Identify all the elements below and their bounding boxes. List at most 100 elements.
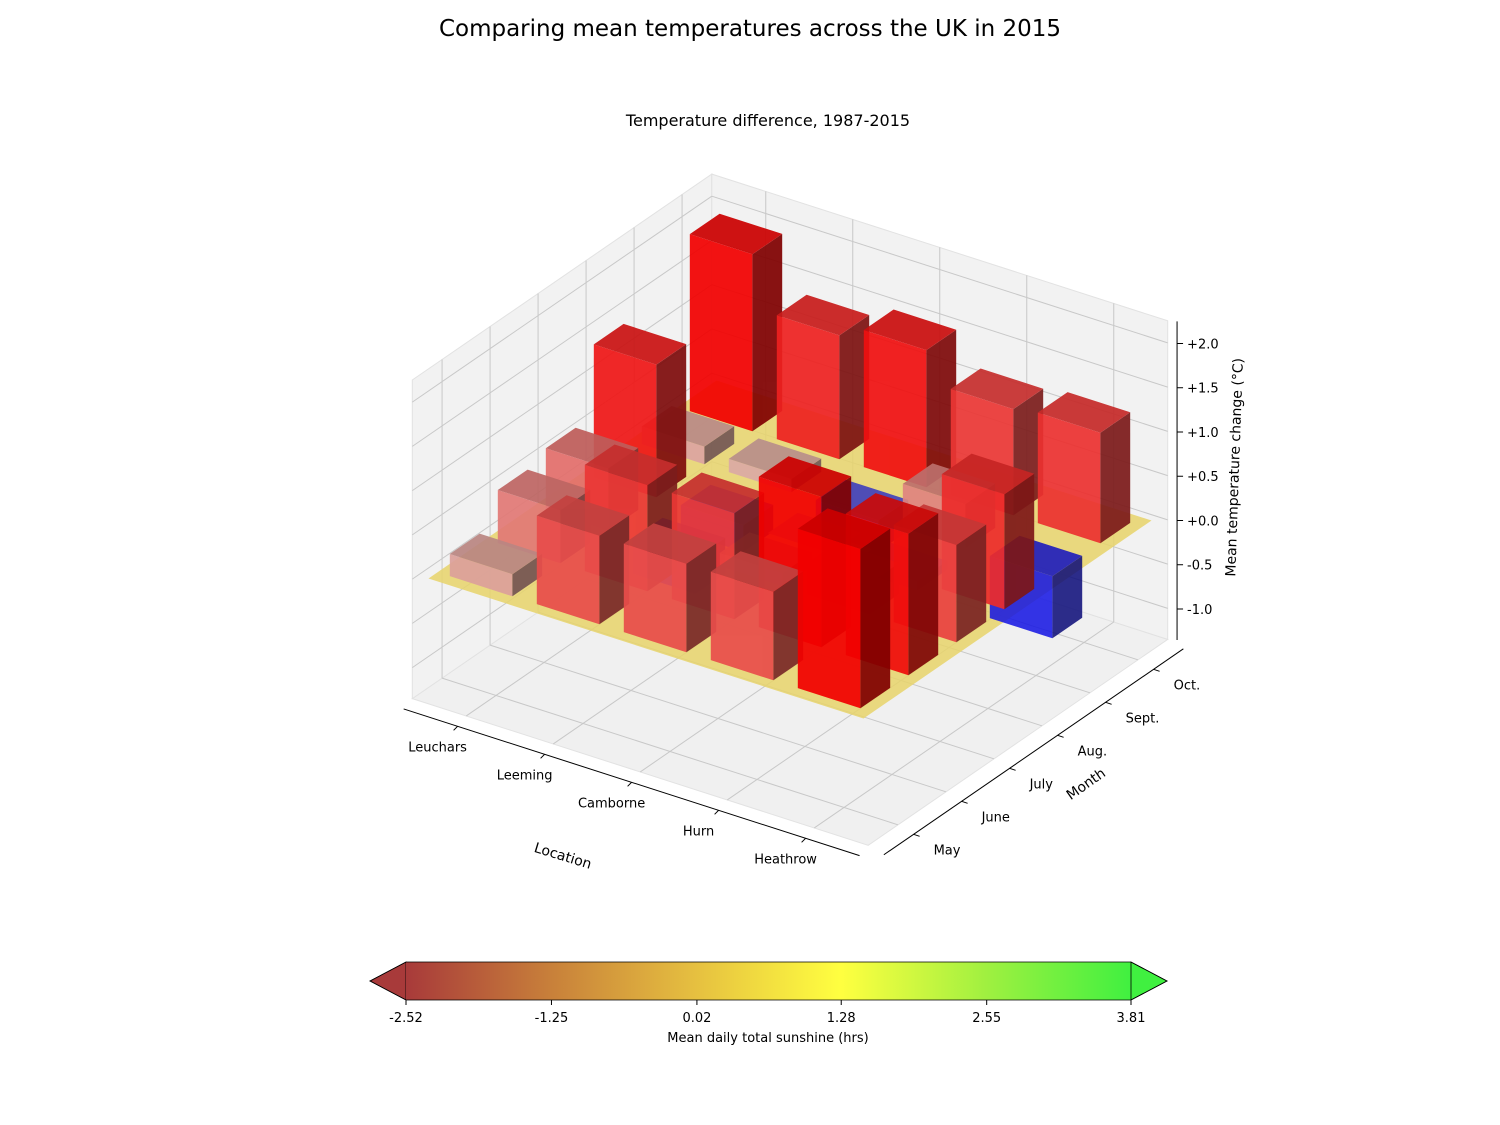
- y-tick-label: May: [934, 843, 961, 858]
- y-tick-label: Sept.: [1126, 711, 1160, 726]
- bar-top-face: [449, 533, 543, 575]
- bar-top-face: [536, 495, 630, 536]
- bar-side-face: [1052, 555, 1083, 639]
- colorbar-tick-label: 1.28: [827, 1011, 856, 1026]
- gridline-z-leftwall: [412, 284, 713, 492]
- x-tick: [801, 837, 806, 843]
- gridline-z-backwall: [711, 239, 1168, 388]
- y-tick-label: July: [1029, 777, 1054, 792]
- gridline-location-floor: [813, 621, 1115, 829]
- y-axis-line: [883, 648, 1184, 856]
- x-tick-label: Camborne: [578, 796, 645, 811]
- bar-top-face: [623, 523, 717, 564]
- z-tick-label: -1.0: [1187, 603, 1212, 618]
- x-tick: [627, 781, 632, 787]
- bar-front-face: [1037, 412, 1101, 544]
- bar-front-face: [689, 234, 753, 432]
- y-tick: [1057, 734, 1064, 738]
- bar-front-face: [797, 528, 861, 709]
- plot-subtitle: Temperature difference, 1987-2015: [625, 111, 911, 130]
- y-tick: [1009, 767, 1016, 771]
- bar-side-face: [686, 543, 717, 653]
- bar-top-face: [1037, 392, 1131, 433]
- gridline-z-leftwall: [412, 195, 713, 403]
- bar-top-face: [776, 294, 870, 336]
- colorbar-tick-label: 2.55: [972, 1011, 1001, 1026]
- bar-side-face: [752, 233, 783, 432]
- bar-top-face: [710, 551, 804, 592]
- x-tick: [453, 725, 458, 731]
- z-tick-label: +0.0: [1187, 514, 1219, 529]
- gridline-z-backwall: [711, 195, 1168, 344]
- bar-top-face: [689, 213, 783, 255]
- bar-heathrow-oct: [1037, 392, 1131, 544]
- colorbar-extend-high: [1130, 961, 1168, 1001]
- bar-leeming-oct: [776, 294, 870, 460]
- z-tick-label: +2.0: [1187, 337, 1219, 352]
- bar-top-face: [584, 444, 678, 486]
- colorbar-tick-label: 3.81: [1117, 1011, 1146, 1026]
- colorbar-tick-label: 0.02: [682, 1011, 711, 1026]
- bar-top-face: [797, 508, 891, 549]
- tick-labels: Leuchars Leeming Camborne Hurn Heathrow May Ju…: [408, 337, 1218, 867]
- colorbar-tick-label: -2.52: [389, 1011, 423, 1026]
- bar-front-face: [863, 330, 927, 488]
- z-tick-label: +1.5: [1187, 382, 1219, 397]
- bar-side-face: [512, 553, 543, 597]
- bar-front-face: [536, 515, 600, 625]
- y-tick: [1153, 668, 1160, 672]
- x-axis-label: Location: [532, 840, 593, 873]
- colorbar-label: Mean daily total sunshine (hrs): [667, 1031, 868, 1046]
- bar-top-face: [863, 309, 957, 351]
- bar3d-chart: Leuchars Leeming Camborne Hurn Heathrow May Ju…: [403, 173, 1247, 873]
- bar-side-face: [704, 426, 735, 465]
- bar-front-face: [623, 543, 687, 653]
- figure-title: Comparing mean temperatures across the U…: [438, 16, 1062, 42]
- gridline-z-leftwall: [412, 240, 713, 447]
- x-tick-label: Heathrow: [754, 852, 817, 867]
- x-tick-label: Leeming: [497, 768, 553, 783]
- bar-camborne-oct: [863, 309, 957, 488]
- bar-leeming-may: [536, 495, 630, 625]
- y-tick-label: Aug.: [1078, 744, 1108, 759]
- bar-side-face: [599, 515, 630, 625]
- bar-side-face: [956, 524, 987, 643]
- gridline-month-floor: [489, 644, 947, 793]
- colorbar-tick-label: -1.25: [535, 1011, 569, 1026]
- bar-camborne-may: [623, 523, 717, 653]
- colorbar-gradient: [406, 962, 1131, 1000]
- x-tick-label: Leuchars: [408, 740, 467, 755]
- bar-side-face: [656, 344, 687, 498]
- bar-top-face: [671, 472, 765, 514]
- bar-top-face: [758, 456, 852, 497]
- bars-layer: [449, 213, 1131, 709]
- x-tick: [714, 809, 719, 815]
- y-tick-label: June: [981, 810, 1010, 825]
- x-tick-label: Hurn: [683, 824, 714, 839]
- bar-front-face: [710, 571, 774, 681]
- bar-side-face: [839, 315, 870, 460]
- bar-front-face: [449, 554, 513, 597]
- bar-side-face: [860, 528, 891, 709]
- bar-side-face: [908, 513, 939, 676]
- y-tick: [913, 833, 920, 837]
- bar-top-face: [845, 493, 939, 534]
- x-tick: [540, 753, 545, 759]
- bar-side-face: [773, 571, 804, 681]
- bar-top-face: [593, 323, 687, 365]
- bar-hurn-may: [710, 551, 804, 681]
- y-tick: [961, 800, 968, 804]
- bar-top-face: [950, 368, 1044, 410]
- z-tick-label: +1.0: [1187, 426, 1219, 441]
- bar-leuchars-may: [449, 533, 543, 597]
- bar-side-face: [1100, 412, 1131, 544]
- y-tick-label: Oct.: [1174, 678, 1201, 693]
- bar-front-face: [776, 315, 840, 460]
- gridline-month-floor: [441, 677, 899, 826]
- colorbar-extend-low: [369, 961, 407, 1001]
- y-tick: [1105, 701, 1112, 705]
- bar-heathrow-may: [797, 508, 891, 709]
- colorbar-ticks: -2.52 -1.25 0.02 1.28 2.55 3.81: [389, 1000, 1145, 1026]
- z-axis-label: Mean temperature change (°C): [1223, 358, 1247, 577]
- bar-top-face: [941, 453, 1035, 495]
